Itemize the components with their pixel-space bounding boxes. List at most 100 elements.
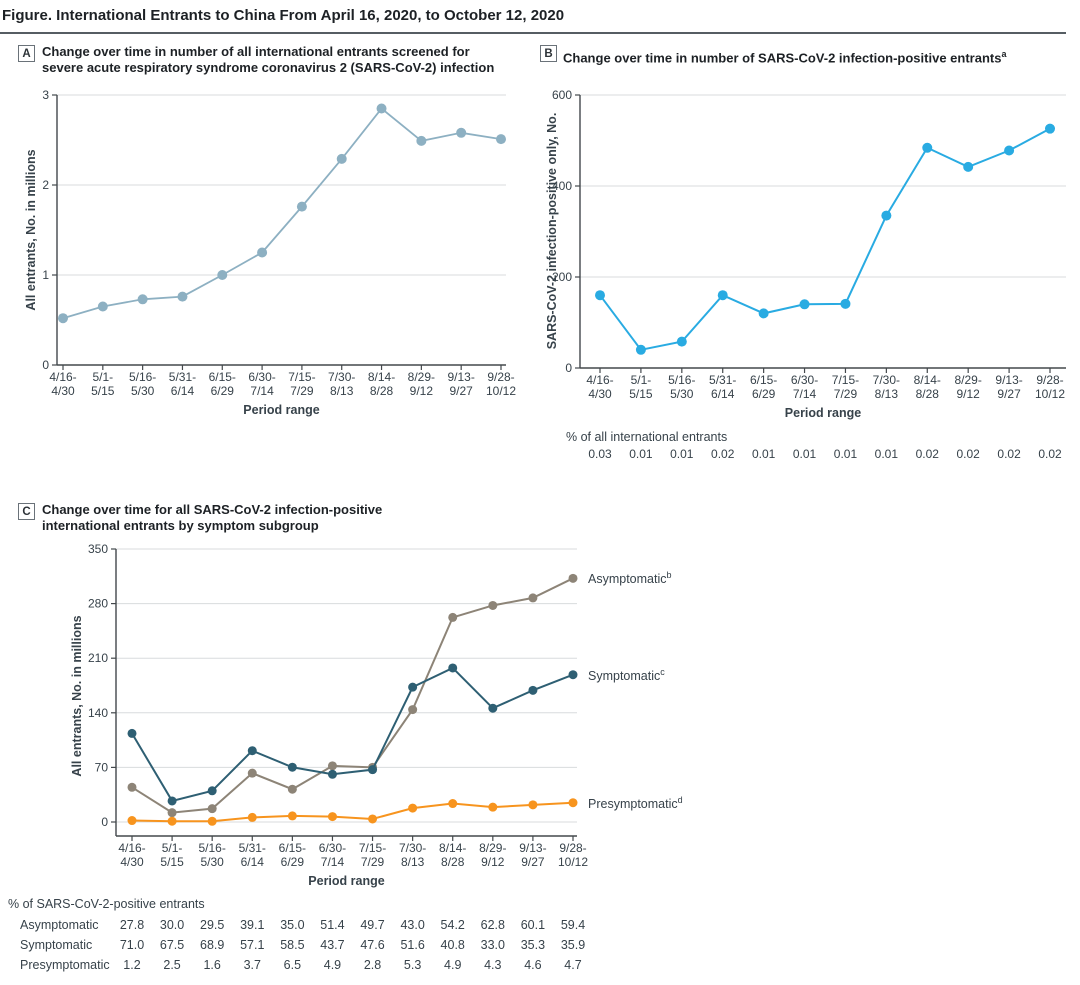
pct-footer-value: 0.01 bbox=[752, 447, 776, 461]
x-category-label: 8/14- bbox=[439, 841, 466, 855]
data-point bbox=[922, 142, 933, 153]
c-table-cell: 27.8 bbox=[119, 918, 145, 932]
x-axis-title: Period range bbox=[785, 406, 861, 420]
pct-footer-value: 0.01 bbox=[670, 447, 694, 461]
gridlines bbox=[116, 548, 577, 823]
x-category-label: 8/28 bbox=[370, 384, 394, 398]
x-category-label: 9/28- bbox=[559, 841, 586, 855]
x-category-label: 6/14 bbox=[711, 387, 735, 401]
c-table-cell: 4.3 bbox=[484, 958, 502, 972]
data-point bbox=[568, 798, 578, 808]
x-category-label: 6/29 bbox=[752, 387, 776, 401]
data-point bbox=[127, 782, 137, 792]
x-category-label: 6/15- bbox=[279, 841, 306, 855]
x-category-label: 6/15- bbox=[750, 373, 777, 387]
x-category-label: 7/29 bbox=[834, 387, 858, 401]
legend-item-asymptomatic: Asymptomaticb bbox=[588, 570, 672, 586]
legend-label: Presymptomatic bbox=[588, 796, 678, 811]
y-tick-label: 400 bbox=[552, 179, 572, 193]
c-table-cell: 4.9 bbox=[444, 958, 462, 972]
c-table-cell: 59.4 bbox=[560, 918, 586, 932]
x-category-label: 5/30 bbox=[201, 855, 225, 869]
data-point bbox=[676, 336, 687, 347]
x-category-label: 7/29 bbox=[361, 855, 385, 869]
y-tick-label: 600 bbox=[552, 88, 572, 102]
x-category-label: 7/30- bbox=[399, 841, 426, 855]
x-category-label: 5/15 bbox=[160, 855, 184, 869]
data-point bbox=[287, 811, 297, 821]
pct-footer-value: 0.02 bbox=[997, 447, 1021, 461]
x-category-label: 5/1- bbox=[162, 841, 183, 855]
y-tick-label: 0 bbox=[101, 815, 108, 829]
x-category-label: 8/14- bbox=[368, 370, 395, 384]
data-point bbox=[408, 803, 418, 813]
c-table-cell: 39.1 bbox=[240, 918, 265, 932]
x-category-label: 6/29 bbox=[211, 384, 235, 398]
data-point bbox=[528, 800, 538, 810]
data-point bbox=[97, 301, 108, 312]
x-category-label: 6/15- bbox=[209, 370, 236, 384]
data-point bbox=[368, 814, 378, 824]
data-point bbox=[127, 728, 137, 738]
x-category-label: 4/30 bbox=[120, 855, 144, 869]
data-point bbox=[448, 799, 458, 809]
x-category-label: 5/30 bbox=[670, 387, 694, 401]
data-point bbox=[963, 161, 974, 172]
x-category-label: 4/30 bbox=[588, 387, 612, 401]
c-table-cell: 68.9 bbox=[200, 938, 225, 952]
data-point bbox=[296, 201, 307, 212]
y-tick-label: 140 bbox=[88, 706, 108, 720]
data-point bbox=[167, 808, 177, 818]
x-category-label: 7/14 bbox=[793, 387, 817, 401]
c-table-cell: 49.7 bbox=[360, 918, 385, 932]
axes: 0 1 2 3 bbox=[42, 88, 506, 372]
c-table-cell: 33.0 bbox=[480, 938, 505, 952]
data-point bbox=[635, 344, 646, 355]
data-point bbox=[376, 103, 387, 114]
data-point bbox=[257, 247, 268, 258]
figure-title: Figure. International Entrants to China … bbox=[2, 7, 565, 24]
c-table-cell: 30.0 bbox=[159, 918, 185, 932]
x-category-label: 7/15- bbox=[359, 841, 386, 855]
x-category-label: 6/30- bbox=[248, 370, 275, 384]
x-category-label: 6/30- bbox=[319, 841, 346, 855]
data-point bbox=[595, 290, 605, 301]
x-category-label: 10/12 bbox=[486, 384, 516, 398]
x-category-label: 5/30 bbox=[131, 384, 155, 398]
data-point bbox=[717, 290, 728, 301]
c-table-row-label: Presymptomatic bbox=[20, 958, 110, 972]
x-category-label: 7/14 bbox=[250, 384, 274, 398]
data-point bbox=[568, 670, 578, 680]
c-table-cell: 35.3 bbox=[520, 938, 546, 952]
data-point bbox=[247, 746, 257, 756]
c-table-cell: 71.0 bbox=[119, 938, 145, 952]
data-point bbox=[137, 294, 148, 305]
data-point bbox=[287, 762, 297, 772]
x-category-label: 4/16- bbox=[586, 373, 613, 387]
y-tick-label: 3 bbox=[42, 88, 49, 102]
data-point bbox=[167, 796, 177, 806]
category-labels: 4/16-4/30 5/1-5/15 5/16-5/30 5/31-6/14 6/15-… bbox=[49, 370, 516, 417]
x-category-label: 9/27 bbox=[997, 387, 1021, 401]
panel-a-letter: A bbox=[18, 45, 35, 62]
c-table-row-label: Symptomatic bbox=[20, 938, 93, 952]
x-category-label: 9/12 bbox=[410, 384, 434, 398]
c-table-cell: 67.5 bbox=[159, 938, 185, 952]
x-category-label: 4/16- bbox=[118, 841, 145, 855]
x-category-label: 9/12 bbox=[957, 387, 981, 401]
category-labels: 4/16-4/30 5/1-5/15 5/16-5/30 5/31-6/14 6/15-… bbox=[586, 373, 1065, 461]
pct-footer-value: 0.02 bbox=[916, 447, 940, 461]
x-category-label: 5/31- bbox=[169, 370, 196, 384]
x-category-label: 8/29- bbox=[479, 841, 506, 855]
c-table-cell: 51.6 bbox=[400, 938, 425, 952]
series-line bbox=[131, 577, 574, 814]
data-point bbox=[336, 153, 347, 164]
x-category-label: 7/15- bbox=[832, 373, 859, 387]
c-table-cell: 1.2 bbox=[123, 958, 141, 972]
data-point bbox=[1004, 145, 1015, 156]
data-point bbox=[327, 761, 337, 771]
data-point bbox=[217, 270, 228, 280]
data-point bbox=[207, 804, 217, 814]
panel-c-title: Change over time for all SARS-CoV-2 infe… bbox=[42, 502, 383, 533]
x-category-label: 6/14 bbox=[241, 855, 265, 869]
